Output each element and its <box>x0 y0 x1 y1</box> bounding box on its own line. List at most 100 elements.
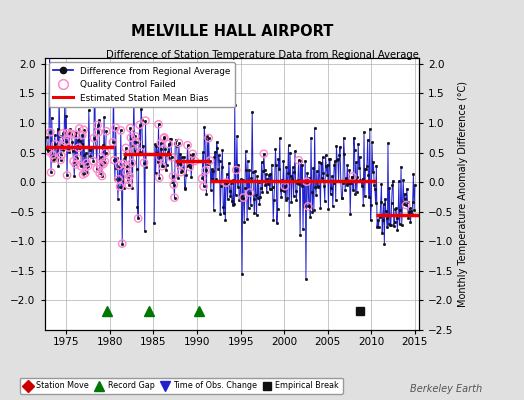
Point <box>67 131 75 137</box>
Point <box>156 154 164 160</box>
Point <box>202 167 210 174</box>
Point <box>99 161 107 167</box>
Point <box>95 170 104 176</box>
Point <box>189 151 197 157</box>
Point <box>183 142 192 148</box>
Point <box>127 134 135 141</box>
Point <box>63 130 72 136</box>
Point <box>51 141 60 148</box>
Point <box>94 129 103 136</box>
Point <box>112 124 120 131</box>
Point <box>204 135 213 141</box>
Point <box>155 121 163 128</box>
Point <box>165 141 173 147</box>
Point <box>134 215 143 222</box>
Point <box>348 173 357 180</box>
Point <box>246 190 254 196</box>
Legend: Difference from Regional Average, Quality Control Failed, Estimated Station Mean: Difference from Regional Average, Qualit… <box>49 62 235 107</box>
Point <box>71 132 79 138</box>
Point <box>57 152 66 159</box>
Point <box>97 173 106 179</box>
Point <box>169 173 177 179</box>
Point <box>46 129 54 135</box>
Point <box>402 202 410 208</box>
Point <box>93 166 101 172</box>
Point <box>115 162 124 169</box>
Point <box>48 152 57 158</box>
Point <box>174 140 183 146</box>
Point <box>77 163 85 169</box>
Point <box>140 160 148 166</box>
Point <box>96 162 105 169</box>
Point <box>294 157 303 164</box>
Point <box>59 130 67 137</box>
Point <box>155 175 163 181</box>
Point <box>78 132 86 138</box>
Point <box>81 170 90 176</box>
Point <box>80 127 88 133</box>
Point <box>157 140 165 146</box>
Point <box>281 183 289 189</box>
Point <box>82 160 91 166</box>
Text: Berkeley Earth: Berkeley Earth <box>410 384 482 394</box>
Point <box>89 158 97 164</box>
Text: Difference of Station Temperature Data from Regional Average: Difference of Station Temperature Data f… <box>105 50 419 60</box>
Point <box>101 158 109 165</box>
Point <box>141 118 150 124</box>
Point <box>259 150 268 157</box>
Point <box>90 135 98 141</box>
Point <box>93 122 102 128</box>
Point <box>110 84 118 90</box>
Point <box>74 145 83 151</box>
Point <box>232 167 241 173</box>
Legend: Station Move, Record Gap, Time of Obs. Change, Empirical Break: Station Move, Record Gap, Time of Obs. C… <box>20 378 343 394</box>
Point <box>102 128 111 134</box>
Title: MELVILLE HALL AIRPORT: MELVILLE HALL AIRPORT <box>130 24 333 39</box>
Point <box>170 182 178 188</box>
Point <box>116 184 124 190</box>
Y-axis label: Monthly Temperature Anomaly Difference (°C): Monthly Temperature Anomaly Difference (… <box>458 81 468 307</box>
Point <box>199 183 208 190</box>
Point <box>122 145 130 151</box>
Point <box>69 158 78 164</box>
Point <box>101 150 110 156</box>
Point <box>58 142 66 149</box>
Point <box>125 182 133 188</box>
Point <box>127 160 136 166</box>
Point <box>63 172 71 178</box>
Point <box>302 178 311 185</box>
Point <box>56 157 64 163</box>
Point <box>72 161 80 168</box>
Point <box>123 162 132 169</box>
Point <box>119 160 127 167</box>
Point <box>118 240 126 247</box>
Point <box>136 122 144 128</box>
Point <box>206 157 214 164</box>
Point <box>126 125 135 131</box>
Point <box>61 93 69 100</box>
Point <box>177 169 185 175</box>
Point <box>132 139 140 145</box>
Point <box>124 176 132 183</box>
Point <box>159 135 168 142</box>
Point <box>191 158 199 164</box>
Point <box>79 171 87 178</box>
Point <box>47 169 55 176</box>
Point <box>84 163 92 169</box>
Point <box>108 139 117 146</box>
Point <box>222 180 230 186</box>
Point <box>114 176 123 183</box>
Point <box>75 125 84 132</box>
Point <box>73 155 81 162</box>
Point <box>44 148 52 154</box>
Point <box>67 131 75 137</box>
Point <box>50 156 58 162</box>
Point <box>239 194 248 201</box>
Point <box>185 164 194 170</box>
Point <box>131 133 139 140</box>
Point <box>158 163 166 169</box>
Point <box>110 157 118 164</box>
Point <box>116 127 125 134</box>
Point <box>176 161 184 168</box>
Point <box>123 169 131 176</box>
